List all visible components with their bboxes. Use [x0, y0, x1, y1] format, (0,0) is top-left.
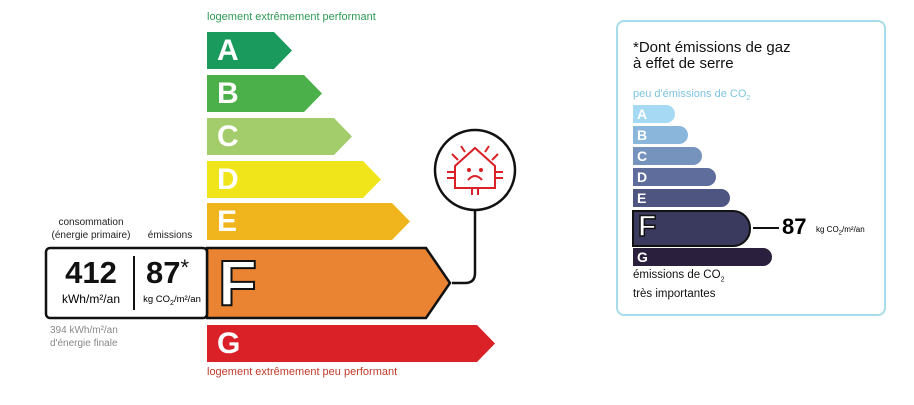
emissions-value: 87*	[146, 255, 190, 290]
ghg-unit: kg CO2/m²/an	[816, 225, 865, 237]
emissions-label: émissions	[147, 230, 193, 241]
current-class-frame	[44, 246, 452, 320]
energy-class-d: D	[207, 161, 381, 198]
ghg-panel	[616, 20, 886, 316]
energy-class-c: C	[207, 118, 352, 155]
ghg-class-g: G	[633, 248, 772, 266]
ghg-top-caption: peu d'émissions de CO2	[633, 88, 751, 103]
ghg-title: *Dont émissions de gaz à effet de serre	[633, 39, 791, 72]
house-heat-loss-sad-icon	[433, 128, 517, 285]
ghg-value: 87	[782, 214, 807, 239]
ghg-class-f-current: F	[632, 209, 751, 247]
ghg-class-b: B	[633, 126, 688, 144]
ghg-bottom-caption: émissions de CO2 très importantes	[633, 269, 725, 301]
ghg-class-d: D	[633, 168, 716, 186]
energy-class-b: B	[207, 75, 322, 112]
ghg-class-c: C	[633, 147, 702, 165]
consumption-value: 412	[65, 255, 117, 290]
current-energy-class: F	[217, 247, 258, 319]
consumption-unit: kWh/m²/an	[61, 292, 120, 306]
consumption-label: consommation (énergie primaire)	[51, 217, 131, 241]
bottom-caption: logement extrêmement peu performant	[207, 366, 398, 378]
energy-class-e: E	[207, 203, 410, 240]
energy-class-a: A	[207, 32, 292, 69]
energy-class-g: G	[207, 325, 495, 362]
ghg-class-e: E	[633, 189, 730, 207]
final-energy: 394 kWh/m²/an d'énergie finale	[50, 325, 118, 349]
emissions-unit: kg CO2/m²/an	[143, 294, 201, 307]
top-caption: logement extrêmement performant	[207, 11, 376, 23]
ghg-class-a: A	[633, 105, 675, 123]
ghg-pointer-line	[753, 227, 779, 229]
